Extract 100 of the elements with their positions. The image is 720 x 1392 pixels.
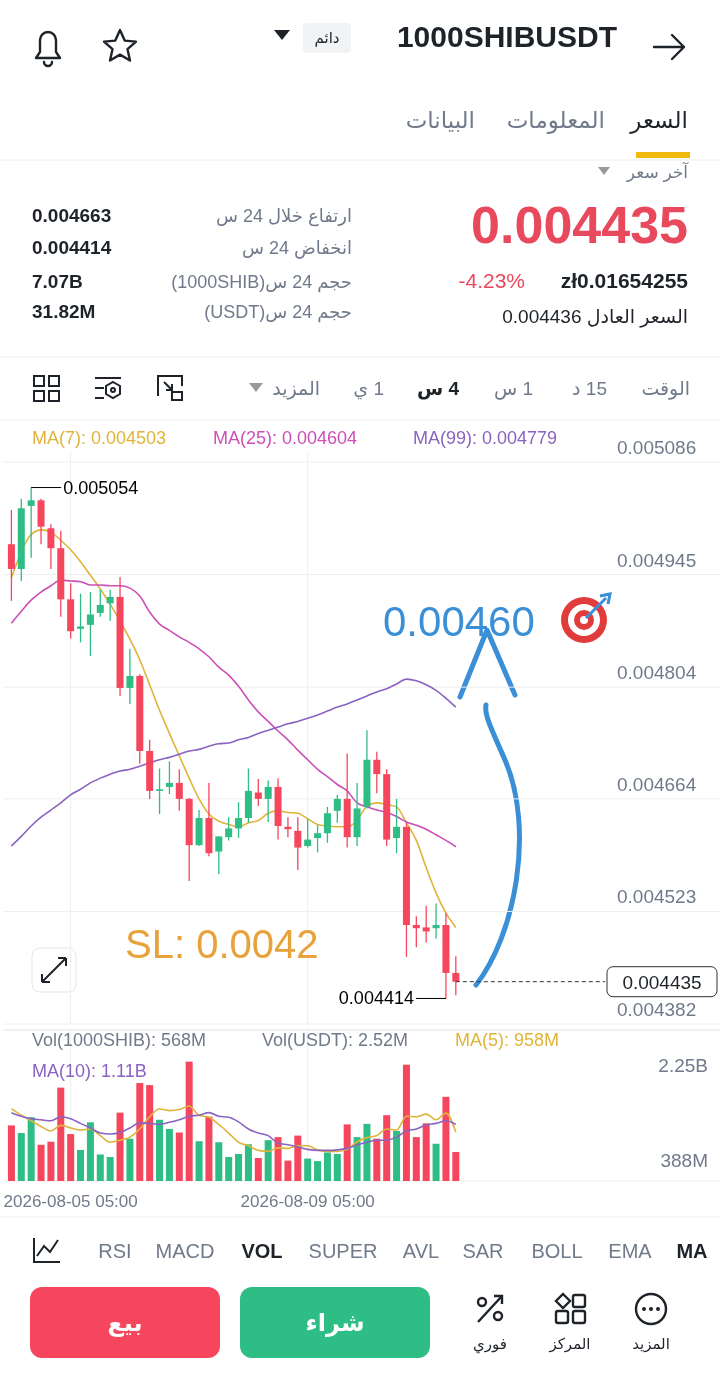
x-tick-label: 2026-08-05 05:00 [3,1192,138,1211]
x-tick-label: 2026-08-09 05:00 [240,1192,375,1211]
bar [333,1153,341,1181]
bar [7,1125,15,1181]
annotation: 0.005054 [63,477,139,498]
text: بيع [107,1309,143,1337]
annotation: Vol(USDT): 2.52M [262,1030,409,1050]
bar [304,1158,312,1181]
text: 0.004435 [471,196,688,254]
bar [363,1123,371,1181]
text: MA(25): 0.004604 [213,428,358,448]
bar [402,1064,410,1181]
annotation: SL: 0.0042 [125,922,319,966]
text: ارتفاع خلال 24 س [216,206,352,227]
bar [274,1137,282,1181]
bar [106,1157,114,1181]
text: 1000SHIBUSDT [396,20,617,53]
text: MA [676,1240,708,1262]
text: المزيد [632,1335,670,1353]
bar [343,1124,351,1182]
y-tick-label: 0.004804 [617,662,697,684]
bar [422,1123,430,1181]
bar [264,1140,272,1181]
text: حجم 24 س(1000SHIB) [171,272,352,293]
text: 15 د [572,378,607,399]
bar [136,1083,144,1181]
text: MA(99): 0.004779 [413,428,558,448]
bar [96,1154,104,1181]
text: دائم [314,29,340,47]
y-tick-label: 0.004382 [617,999,697,1020]
bar [77,1149,85,1181]
bar [235,1153,243,1181]
bar [452,1152,460,1181]
bar [195,1141,203,1181]
text: 31.82M [32,301,96,322]
bar [57,1087,65,1181]
text: السعر [629,107,688,134]
text: انخفاض 24 س [242,238,352,259]
bar [47,1141,55,1181]
bar [294,1135,302,1181]
bar [116,1112,124,1181]
bar [17,1133,25,1181]
y-tick-label: 0.004664 [617,773,697,795]
bar [37,1144,45,1181]
bar [225,1157,233,1181]
text: المركز [548,1335,591,1353]
text: 1 ي [353,378,384,400]
text: المزيد [272,378,320,400]
bar [254,1158,262,1181]
text: المعلومات [506,107,605,134]
y-tick-label: 388M [660,1150,708,1172]
y-tick-label: 2.25B [658,1055,708,1077]
bar [215,1142,223,1181]
bar [373,1138,381,1181]
bar [205,1116,213,1181]
text: VOL [241,1240,283,1262]
text: حجم 24 س(USDT) [204,302,352,323]
bar [67,1134,75,1181]
text: -4.23% [458,269,525,292]
text: MA(5): 958M [455,1030,560,1050]
y-tick-label: 0.005086 [617,437,697,458]
ref-line-label: 0.004435 [622,971,702,993]
bar [156,1119,164,1181]
annotation: Vol(1000SHIB): 568M [32,1030,207,1050]
bar [323,1152,331,1181]
bar [383,1115,391,1181]
text: 7.07B [32,271,83,292]
text: MACD [155,1240,215,1262]
text: BOLL [531,1240,583,1262]
y-tick-label: 0.004523 [617,886,697,908]
text: MA(10): 1.11B [32,1061,147,1081]
annotation: 0.004414 [338,988,414,1009]
bar [27,1117,35,1181]
text: آخر سعر [625,161,690,182]
bar [442,1096,450,1181]
bar [126,1138,134,1181]
text: البيانات [405,107,475,133]
bar [314,1161,322,1181]
text: شراء [305,1309,365,1337]
bar [393,1131,401,1181]
text: 4 س [416,378,460,400]
text: SUPER [308,1240,378,1262]
text: SAR [462,1240,504,1262]
text: 0.004414 [32,237,112,258]
bar [86,1122,94,1181]
text: 1 س [493,378,533,400]
text: EMA [608,1240,653,1262]
bar [185,1061,193,1181]
annotation: 0.00460 [383,598,535,645]
text: MA(7): 0.004503 [32,428,167,448]
bar [165,1128,173,1181]
bar [175,1132,183,1181]
text: zł0.01654255 [560,269,689,292]
bar [244,1144,252,1181]
text: AVL [402,1240,440,1262]
y-tick-label: 0.004945 [617,549,697,571]
text: السعر العادل 0.004436 [502,306,688,328]
text: 0.004663 [32,205,112,226]
bar [284,1160,292,1181]
bar [146,1085,154,1181]
